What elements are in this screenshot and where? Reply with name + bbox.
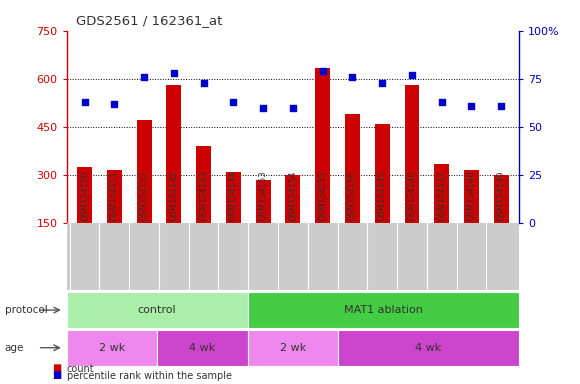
Bar: [285, 175, 300, 223]
Bar: [338, 330, 519, 366]
Text: protocol: protocol: [5, 305, 48, 315]
Text: ■: ■: [52, 370, 61, 380]
Bar: [248, 330, 338, 366]
Point: [437, 99, 447, 105]
Bar: [107, 170, 122, 223]
Bar: [248, 292, 519, 328]
Bar: [256, 180, 271, 223]
Point: [318, 68, 327, 74]
Text: age: age: [5, 343, 24, 353]
Bar: [77, 167, 92, 223]
Text: 2 wk: 2 wk: [280, 343, 306, 353]
Bar: [375, 124, 390, 223]
Text: percentile rank within the sample: percentile rank within the sample: [67, 371, 231, 381]
Bar: [315, 68, 330, 223]
Point: [139, 74, 148, 80]
Bar: [137, 120, 151, 223]
Bar: [196, 146, 211, 223]
Bar: [494, 175, 509, 223]
Point: [199, 79, 208, 86]
Point: [467, 103, 476, 109]
Bar: [67, 330, 157, 366]
Text: control: control: [138, 305, 176, 315]
Bar: [434, 164, 449, 223]
Bar: [166, 85, 182, 223]
Point: [80, 99, 89, 105]
Text: count: count: [67, 364, 95, 374]
Bar: [157, 330, 248, 366]
Bar: [404, 85, 419, 223]
Text: 4 wk: 4 wk: [189, 343, 216, 353]
Bar: [67, 292, 248, 328]
Point: [378, 79, 387, 86]
Point: [288, 104, 298, 111]
Text: 2 wk: 2 wk: [99, 343, 125, 353]
Point: [259, 104, 268, 111]
Point: [169, 70, 179, 76]
Text: ■: ■: [52, 363, 61, 373]
Bar: [226, 172, 241, 223]
Point: [407, 72, 416, 78]
Point: [496, 103, 506, 109]
Point: [110, 101, 119, 107]
Point: [229, 99, 238, 105]
Point: [348, 74, 357, 80]
Text: MAT1 ablation: MAT1 ablation: [344, 305, 423, 315]
Bar: [464, 170, 479, 223]
Bar: [345, 114, 360, 223]
Text: GDS2561 / 162361_at: GDS2561 / 162361_at: [76, 14, 222, 27]
Text: 4 wk: 4 wk: [415, 343, 442, 353]
